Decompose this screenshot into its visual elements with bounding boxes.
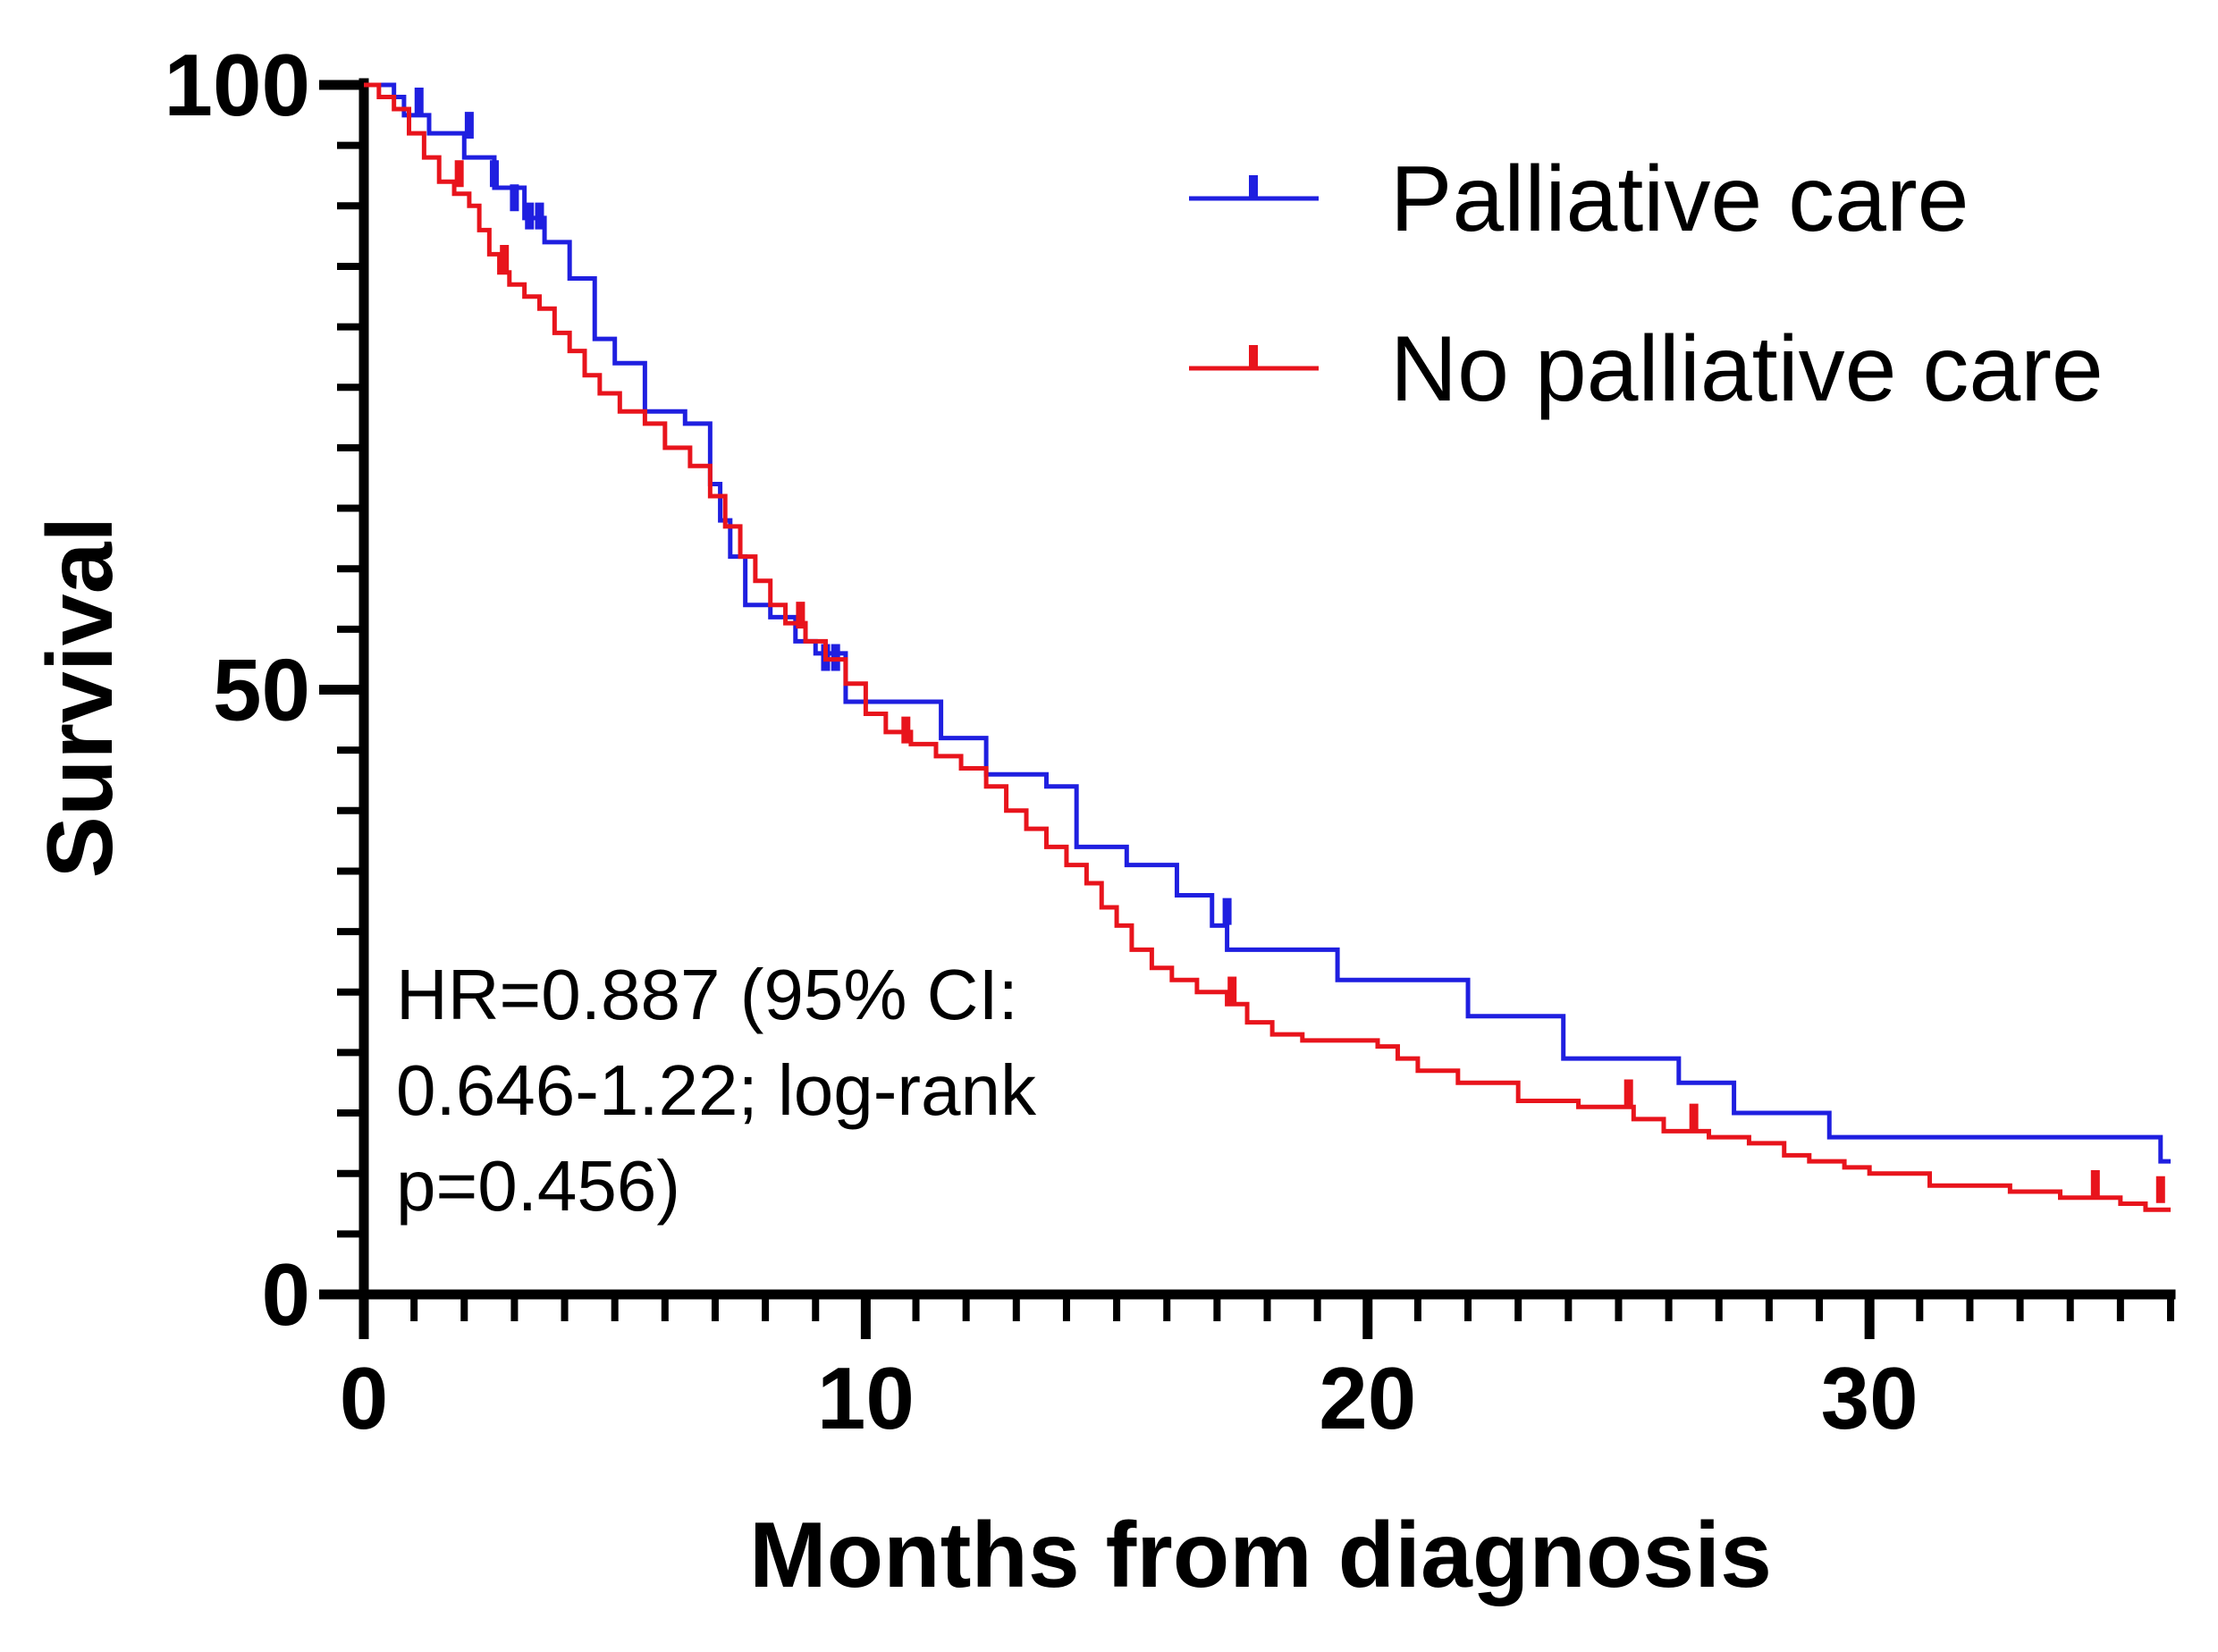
- axes-layer: 0 50 100 0 10 20 30: [164, 36, 2176, 1447]
- survival-curve-palliative-care: [364, 82, 2171, 1164]
- x-tick-label: 0: [340, 1349, 389, 1447]
- y-tick-label: 0: [261, 1245, 310, 1344]
- legend-label-palliative-care: Palliative care: [1390, 148, 1969, 251]
- annotation-line-2: 0.646-1.22; log-rank: [396, 1050, 1037, 1130]
- annotation-line-1: HR=0.887 (95% CI:: [396, 955, 1018, 1034]
- hazard-ratio-annotation: HR=0.887 (95% CI: 0.646-1.22; log-rank p…: [396, 955, 1037, 1226]
- y-axis-title: Survival: [29, 517, 132, 879]
- x-tick-label: 10: [817, 1349, 915, 1447]
- legend-item-no-palliative-care: No palliative care: [1189, 317, 2104, 421]
- x-tick-label: 20: [1319, 1349, 1416, 1447]
- y-tick-label: 100: [164, 36, 310, 134]
- series-no-palliative-care: [364, 82, 2171, 1212]
- annotation-line-3: p=0.456): [396, 1146, 680, 1226]
- legend-label-no-palliative-care: No palliative care: [1390, 317, 2104, 421]
- survival-curve-no-palliative-care: [364, 82, 2171, 1212]
- y-tick-label: 50: [213, 641, 310, 739]
- x-tick-label: 30: [1821, 1349, 1919, 1447]
- x-axis-title: Months from diagnosis: [749, 1504, 1772, 1607]
- legend: Palliative care No palliative care: [1189, 148, 2104, 421]
- series-layer: [364, 82, 2171, 1212]
- legend-item-palliative-care: Palliative care: [1189, 148, 1969, 251]
